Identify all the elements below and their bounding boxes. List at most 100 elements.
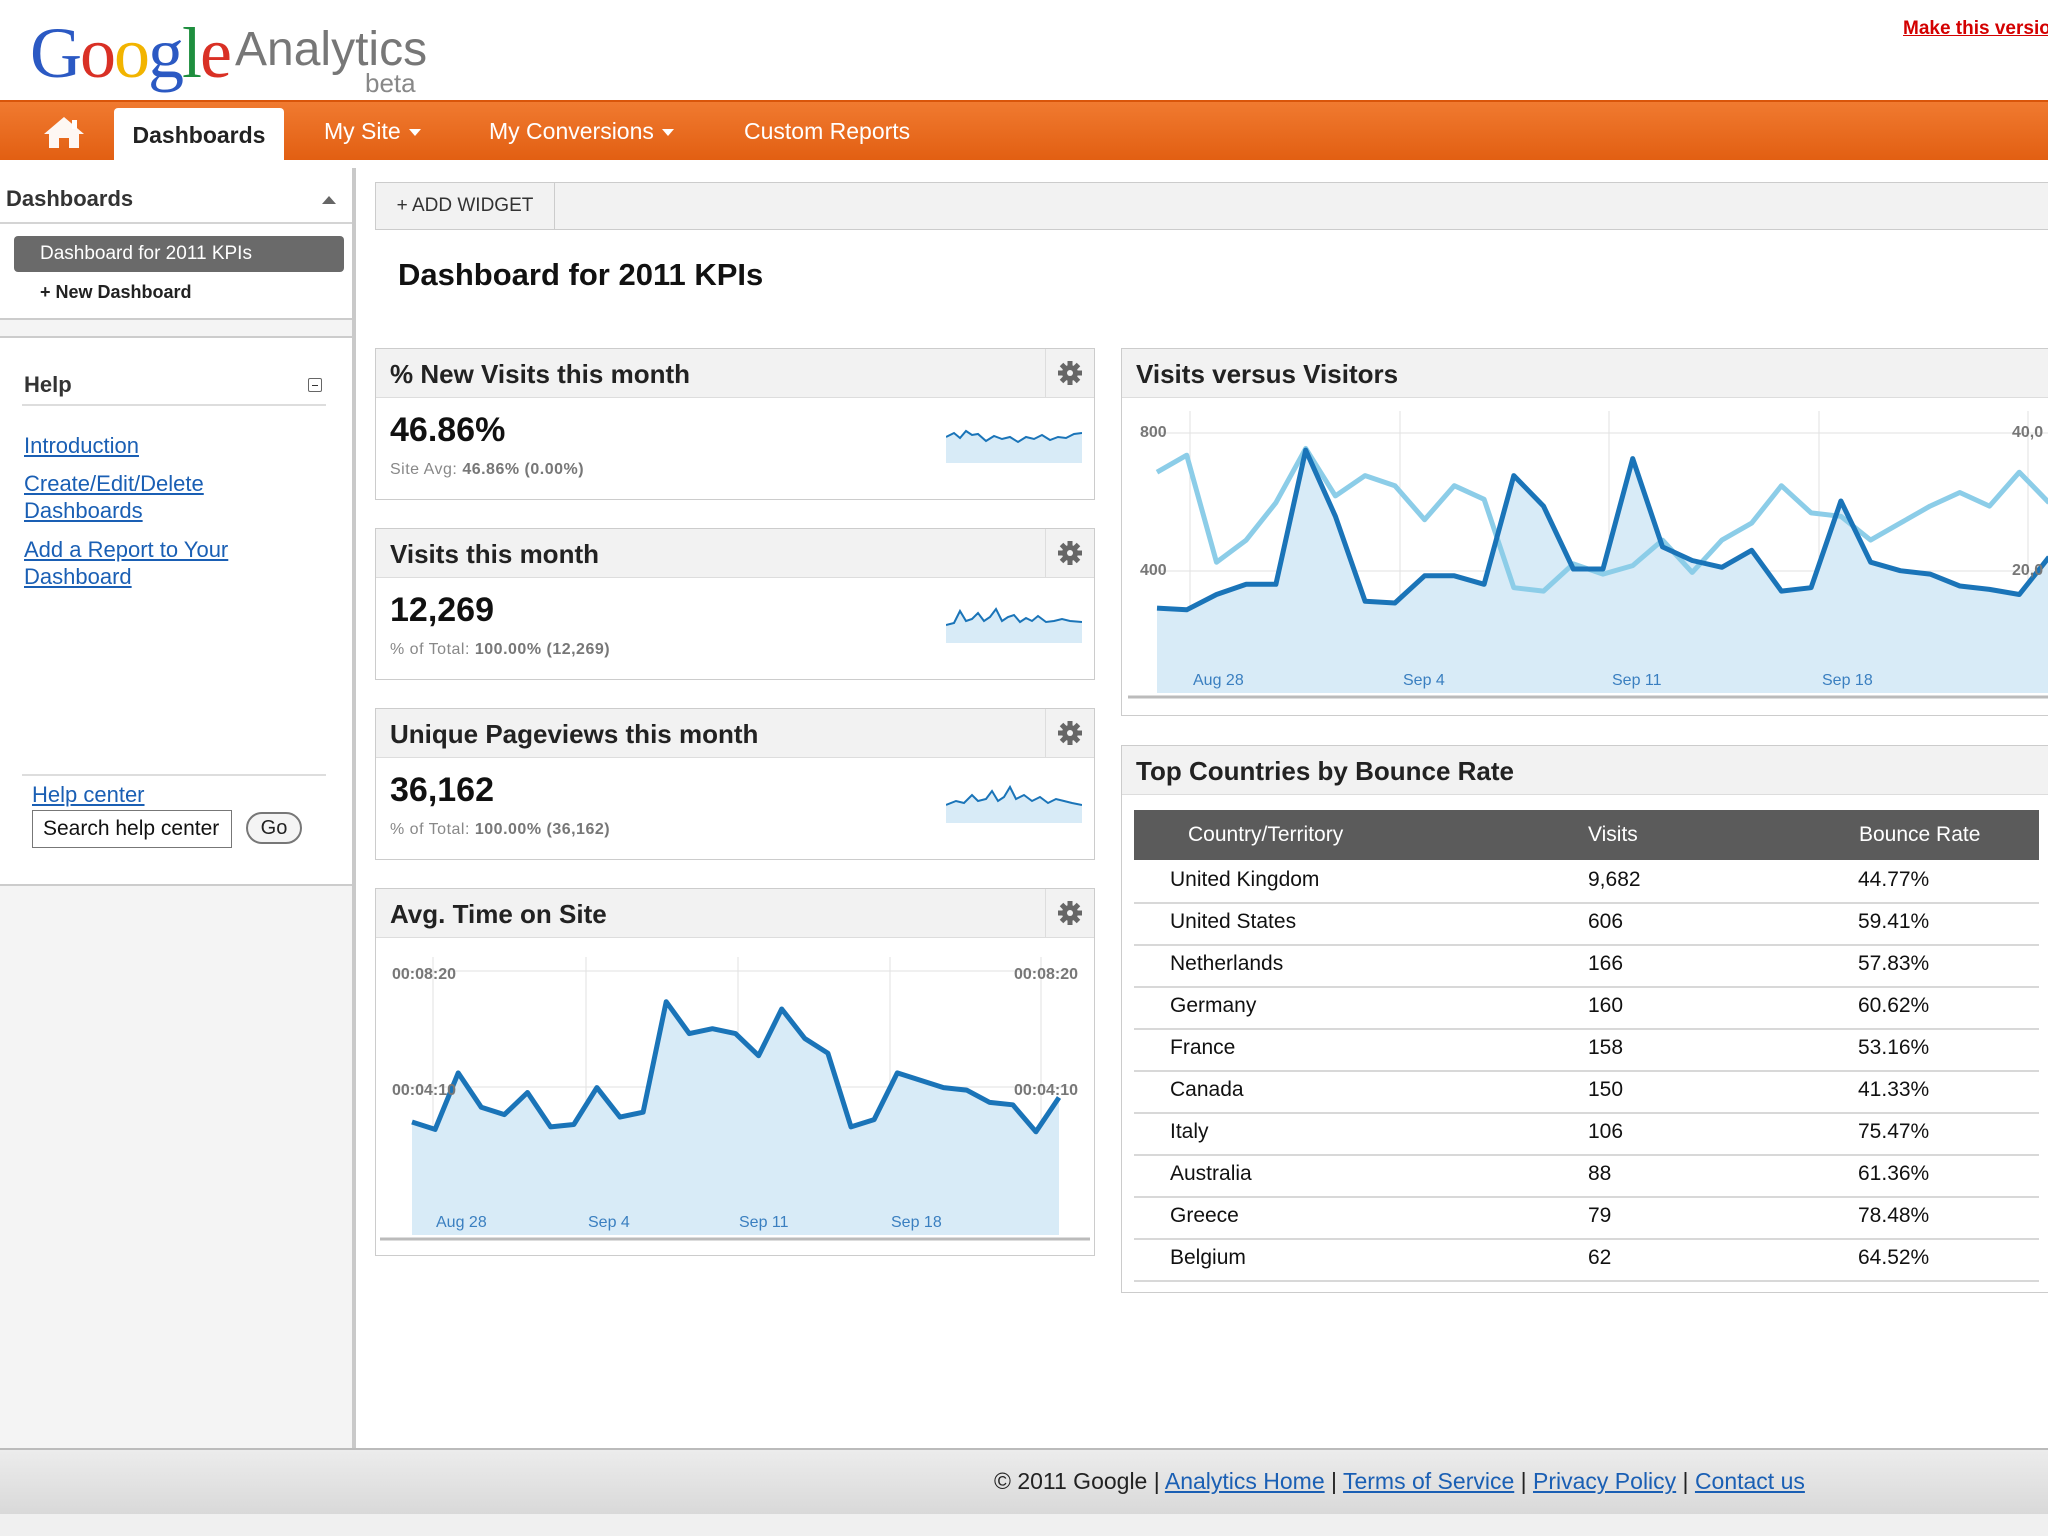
tab-dashboards[interactable]: Dashboards bbox=[114, 108, 284, 162]
kpi-subtext: % of Total: 100.00% (12,269) bbox=[390, 641, 610, 659]
table-row: Canada 150 41.33% bbox=[1134, 1070, 2039, 1114]
collapse-minus-icon[interactable] bbox=[308, 378, 322, 392]
table-cell-country: United States bbox=[1170, 910, 1297, 933]
divider bbox=[22, 774, 326, 776]
x-axis-label: Sep 18 bbox=[1822, 672, 1873, 689]
avg-time-chart: 00:08:20 00:04:10 00:08:20 00:04:10 Aug … bbox=[380, 957, 1090, 1241]
table-cell-bounce: 57.83% bbox=[1858, 952, 1930, 975]
sparkline-chart bbox=[946, 784, 1082, 823]
x-axis-label: Sep 11 bbox=[1612, 672, 1662, 689]
header: Google Analytics beta Make this version bbox=[0, 0, 2048, 100]
sparkline-chart bbox=[946, 607, 1082, 643]
table-cell-country: Belgium bbox=[1170, 1246, 1246, 1269]
table-cell-visits: 9,682 bbox=[1588, 868, 1641, 891]
y-axis-label-right: 40,0 bbox=[2012, 424, 2043, 441]
sidebar-item-current-dashboard[interactable]: Dashboard for 2011 KPIs bbox=[14, 236, 344, 272]
help-go-button[interactable]: Go bbox=[246, 812, 302, 844]
tab-my-site[interactable]: My Site bbox=[324, 102, 421, 160]
kpi-value: 36,162 bbox=[390, 771, 494, 809]
x-axis-label: Sep 18 bbox=[891, 1214, 942, 1231]
footer-link-contact[interactable]: Contact us bbox=[1694, 1468, 1805, 1494]
column-header-visits[interactable]: Visits bbox=[1588, 823, 1638, 846]
kpi-widget-new-visits: % New Visits this month 46.86% Site Avg:… bbox=[375, 348, 1095, 500]
kpi-sub-label: Site Avg: bbox=[390, 461, 458, 478]
gear-icon[interactable] bbox=[1045, 889, 1094, 937]
dashboards-panel-title: Dashboards bbox=[6, 186, 134, 211]
kpi-sub-value: 100.00% (36,162) bbox=[474, 821, 611, 838]
widget-title: Avg. Time on Site bbox=[390, 899, 607, 929]
table-cell-country: Canada bbox=[1170, 1078, 1244, 1101]
footer-link-analytics-home[interactable]: Analytics Home bbox=[1164, 1468, 1325, 1494]
tab-my-conversions[interactable]: My Conversions bbox=[489, 102, 674, 160]
new-dashboard-link[interactable]: + New Dashboard bbox=[40, 282, 192, 302]
footer-link-terms[interactable]: Terms of Service bbox=[1342, 1468, 1515, 1494]
avg-time-on-site-widget: Avg. Time on Site 00:08:20 00:04:10 00:0… bbox=[375, 888, 1095, 1256]
widget-header: Avg. Time on Site bbox=[376, 889, 1094, 938]
help-title: Help bbox=[24, 372, 72, 397]
kpi-widget-unique-pageviews: Unique Pageviews this month 36,162 % of … bbox=[375, 708, 1095, 860]
x-axis-label: Sep 4 bbox=[588, 1214, 630, 1231]
footer-link-privacy[interactable]: Privacy Policy bbox=[1533, 1468, 1677, 1494]
column-header-country[interactable]: Country/Territory bbox=[1188, 823, 1344, 846]
chart-area-fill bbox=[412, 1001, 1059, 1235]
sparkline-chart bbox=[946, 429, 1082, 463]
y-axis-label-top: 00:08:20 bbox=[392, 966, 456, 983]
tab-custom-reports[interactable]: Custom Reports bbox=[744, 102, 910, 160]
widget-title: Visits this month bbox=[390, 539, 599, 569]
sidebar: Dashboards Dashboard for 2011 KPIs + New… bbox=[0, 168, 356, 1448]
y-axis-label-right-mid: 00:04:10 bbox=[1014, 1082, 1078, 1099]
chart-series-line-visits bbox=[1156, 447, 2048, 613]
footer-links: © 2011 Google | Analytics Home | Terms o… bbox=[994, 1468, 1805, 1494]
home-icon[interactable] bbox=[40, 114, 88, 150]
gear-icon[interactable] bbox=[1045, 709, 1094, 757]
table-cell-bounce: 59.41% bbox=[1858, 910, 1930, 933]
table-row: France 158 53.16% bbox=[1134, 1028, 2039, 1072]
footer: © 2011 Google | Analytics Home | Terms o… bbox=[0, 1448, 2048, 1514]
table-cell-bounce: 75.47% bbox=[1858, 1120, 1930, 1143]
help-search-input[interactable] bbox=[32, 810, 232, 848]
widget-header: Unique Pageviews this month bbox=[376, 709, 1094, 758]
chevron-down-icon bbox=[661, 129, 674, 137]
column-header-bounce-rate[interactable]: Bounce Rate bbox=[1859, 823, 1981, 846]
table-cell-country: Germany bbox=[1170, 994, 1257, 1017]
kpi-value: 12,269 bbox=[390, 591, 494, 629]
tab-custom-reports-label: Custom Reports bbox=[744, 118, 911, 144]
table-row: Italy 106 75.47% bbox=[1134, 1112, 2039, 1156]
copyright-text: © 2011 Google bbox=[994, 1468, 1148, 1494]
table-cell-country: Netherlands bbox=[1170, 952, 1284, 975]
x-axis-label: Sep 11 bbox=[739, 1214, 789, 1231]
table-row: Netherlands 166 57.83% bbox=[1134, 944, 2039, 988]
help-panel: Help Introduction Create/Edit/Delete Das… bbox=[0, 336, 352, 886]
add-widget-button[interactable]: + ADD WIDGET bbox=[376, 183, 555, 229]
divider bbox=[0, 222, 352, 224]
chevron-down-icon bbox=[408, 129, 421, 137]
y-axis-label-mid: 00:04:10 bbox=[392, 1082, 456, 1099]
y-axis-label-right: 20,0 bbox=[2012, 562, 2043, 579]
help-link-add-report[interactable]: Add a Report to Your Dashboard bbox=[24, 537, 229, 589]
help-link-introduction[interactable]: Introduction bbox=[24, 433, 139, 458]
table-cell-bounce: 60.62% bbox=[1858, 994, 1930, 1017]
collapse-arrow-icon[interactable] bbox=[322, 196, 336, 204]
table-cell-visits: 160 bbox=[1588, 994, 1624, 1017]
divider bbox=[22, 404, 326, 406]
widget-header: Visits versus Visitors bbox=[1122, 349, 2048, 398]
main-navbar: Dashboards My Site My Conversions Custom… bbox=[0, 100, 2048, 162]
make-this-version-link[interactable]: Make this version bbox=[1903, 18, 2048, 39]
table-cell-visits: 166 bbox=[1588, 952, 1624, 975]
gear-icon[interactable] bbox=[1045, 349, 1094, 397]
table-cell-bounce: 78.48% bbox=[1858, 1204, 1930, 1227]
kpi-sub-label: % of Total: bbox=[390, 821, 470, 838]
help-center-link[interactable]: Help center bbox=[32, 782, 145, 807]
table-cell-bounce: 61.36% bbox=[1858, 1162, 1930, 1185]
table-cell-visits: 106 bbox=[1588, 1120, 1624, 1143]
y-axis-label-left: 400 bbox=[1140, 562, 1167, 579]
table-cell-country: Australia bbox=[1170, 1162, 1252, 1185]
gear-icon[interactable] bbox=[1045, 529, 1094, 577]
help-link-create-edit-delete[interactable]: Create/Edit/Delete Dashboards bbox=[24, 471, 204, 523]
kpi-sub-label: % of Total: bbox=[390, 641, 470, 658]
table-cell-bounce: 64.52% bbox=[1858, 1246, 1930, 1269]
kpi-subtext: % of Total: 100.00% (36,162) bbox=[390, 821, 610, 839]
logo-google-wordmark: Google bbox=[30, 13, 232, 93]
dashboard-toolbar: + ADD WIDGET bbox=[375, 182, 2048, 230]
table-cell-bounce: 41.33% bbox=[1858, 1078, 1930, 1101]
